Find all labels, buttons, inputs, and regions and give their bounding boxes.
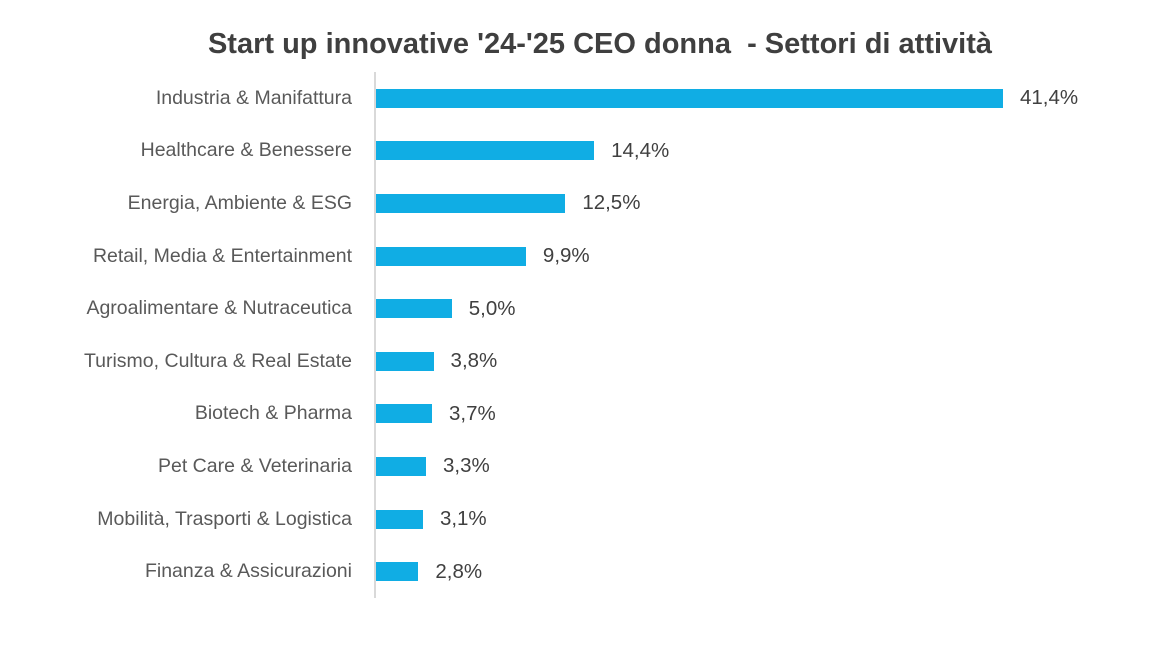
chart-title: Start up innovative '24-'25 CEO donna - … <box>207 28 993 60</box>
category-label: Biotech & Pharma <box>194 402 352 425</box>
bar-row: Biotech & Pharma 3,7% <box>0 387 1162 441</box>
category-label: Mobilità, Trasporti & Logistica <box>97 507 352 530</box>
bar-row: Healthcare & Benessere 14,4% <box>0 124 1162 178</box>
bar-row: Pet Care & Veterinaria 3,3% <box>0 440 1162 493</box>
plot-area: Industria & Manifattura 41,4% Healthcare… <box>0 72 1162 599</box>
bar <box>376 456 426 476</box>
bar <box>376 193 566 213</box>
bar <box>376 141 595 161</box>
bar-track: 5,0% <box>374 282 1162 335</box>
bar <box>376 404 433 424</box>
bar-row: Industria & Manifattura 41,4% <box>0 72 1162 125</box>
bar <box>376 562 419 582</box>
value-label: 12,5% <box>582 191 641 215</box>
category-label: Energia, Ambiente & ESG <box>127 191 352 214</box>
bar-track: 12,5% <box>374 177 1162 230</box>
bar-row: Agroalimentare & Nutraceutica 5,0% <box>0 282 1162 335</box>
bar-track: 3,1% <box>374 492 1162 546</box>
bar-row: Mobilità, Trasporti & Logistica 3,1% <box>0 492 1162 546</box>
category-label: Pet Care & Veterinaria <box>157 454 352 477</box>
bar-track: 2,8% <box>374 545 1162 598</box>
bar-rows-container: Industria & Manifattura 41,4% Healthcare… <box>0 72 1162 598</box>
value-label: 2,8% <box>435 559 483 583</box>
bar <box>376 246 526 266</box>
bar-track: 41,4% <box>374 72 1162 125</box>
category-label: Finanza & Assicurazioni <box>144 560 352 583</box>
category-label: Turismo, Cultura & Real Estate <box>83 349 352 372</box>
bar-row: Turismo, Cultura & Real Estate 3,8% <box>0 334 1162 388</box>
value-label: 3,7% <box>449 401 496 425</box>
bar-row: Energia, Ambiente & ESG 12,5% <box>0 177 1162 230</box>
category-label: Retail, Media & Entertainment <box>92 244 352 267</box>
bar-track: 3,8% <box>374 334 1162 388</box>
category-label: Agroalimentare & Nutraceutica <box>86 297 352 320</box>
bar-row: Finanza & Assicurazioni 2,8% <box>0 545 1162 598</box>
bar <box>376 299 452 319</box>
value-label: 3,8% <box>450 349 498 373</box>
bar <box>376 509 423 529</box>
category-label: Industria & Manifattura <box>155 86 352 109</box>
value-label: 5,0% <box>468 296 516 320</box>
bar <box>376 351 434 371</box>
value-label: 3,3% <box>442 454 490 478</box>
value-label: 41,4% <box>1020 86 1079 110</box>
bar-track: 3,7% <box>374 387 1162 441</box>
value-label: 9,9% <box>542 244 590 268</box>
bar-row: Retail, Media & Entertainment 9,9% <box>0 229 1162 283</box>
value-label: 14,4% <box>611 138 670 162</box>
category-label: Healthcare & Benessere <box>140 139 352 162</box>
bar-track: 3,3% <box>374 440 1162 493</box>
bar-track: 9,9% <box>374 229 1162 283</box>
bar <box>376 88 1003 108</box>
bar-track: 14,4% <box>374 124 1162 178</box>
value-label: 3,1% <box>439 507 487 531</box>
